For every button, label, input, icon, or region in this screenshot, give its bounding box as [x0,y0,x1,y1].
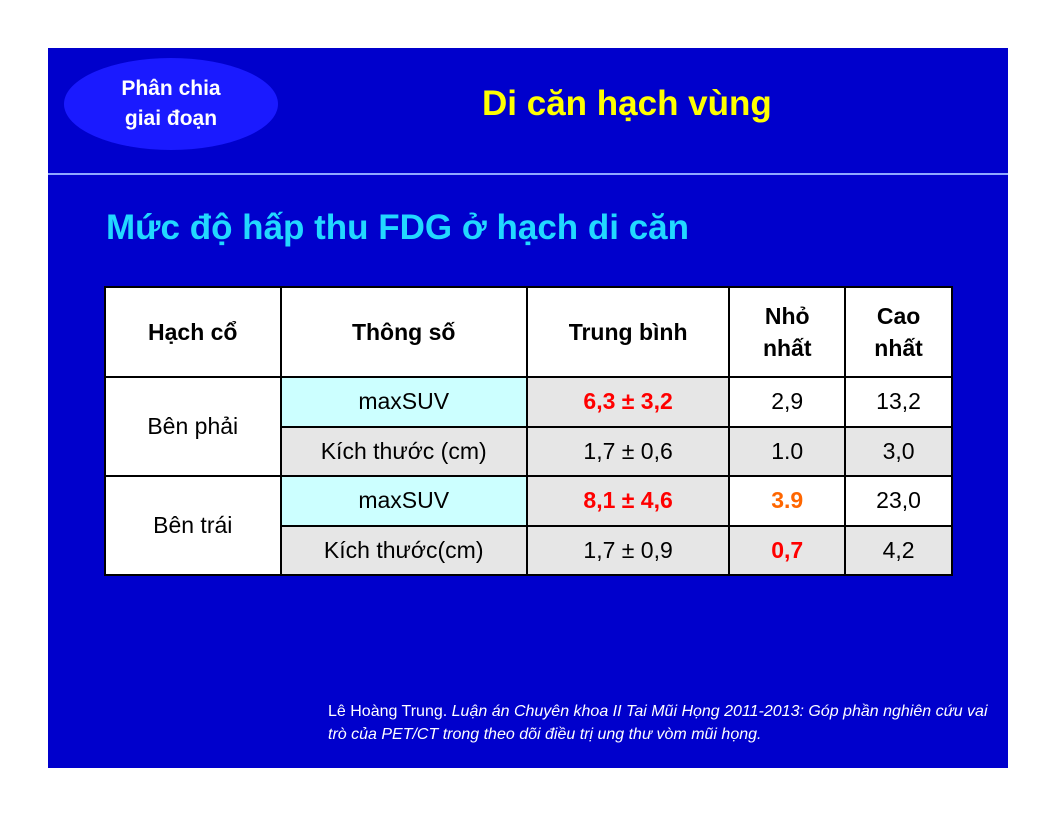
max-cell: 23,0 [844,475,953,527]
table-row: Kích thước (cm) 1,7 ± 0,6 1.0 3,0 [105,425,953,477]
mean-cell: 8,1 ± 4,6 [525,475,731,527]
slide: Phân chia giai đoạn Di căn hạch vùng Mức… [48,48,1008,768]
group-label: Bên trái [104,475,282,576]
min-cell: 1.0 [728,425,847,477]
param-cell: Kích thước (cm) [279,425,528,477]
min-cell: 3.9 [728,475,847,527]
slide-title: Di căn hạch vùng [482,84,772,123]
fdg-uptake-table: Hạch cổ Thông số Trung bình Nhỏ nhất Cao… [104,286,953,576]
header-cell: Trung bình [525,286,731,378]
group-label: Bên phải [104,376,282,477]
param-cell: maxSUV [279,376,528,428]
section-badge: Phân chia giai đoạn [64,58,278,150]
table-header-row: Hạch cổ Thông số Trung bình Nhỏ nhất Cao… [104,286,953,378]
param-cell: maxSUV [279,475,528,527]
citation-work: Luận án Chuyên khoa II Tai Mũi Họng 2011… [328,703,988,743]
param-cell: Kích thước(cm) [279,524,528,576]
mean-cell: 1,7 ± 0,9 [525,524,731,576]
header-cell: Hạch cổ [104,286,282,378]
table-row: Bên phải maxSUV 6,3 ± 3,2 2,9 13,2 [104,376,953,477]
header-cell: Nhỏ nhất [728,286,847,378]
max-cell: 13,2 [844,376,953,428]
header-cell: Cao nhất [844,286,953,378]
table-row: Kích thước(cm) 1,7 ± 0,9 0,7 4,2 [105,524,953,576]
table-row: Bên trái maxSUV 8,1 ± 4,6 3.9 23,0 [104,475,953,576]
max-cell: 3,0 [844,425,953,477]
header-cell: Thông số [279,286,528,378]
header-divider [48,173,1008,175]
max-cell: 4,2 [844,524,953,576]
section-subtitle: Mức độ hấp thu FDG ở hạch di căn [106,208,690,247]
min-cell: 2,9 [728,376,847,428]
min-cell: 0,7 [728,524,847,576]
citation-author: Lê Hoàng Trung. [328,703,448,720]
mean-cell: 1,7 ± 0,6 [525,425,731,477]
citation: Lê Hoàng Trung. Luận án Chuyên khoa II T… [328,700,988,746]
mean-cell: 6,3 ± 3,2 [525,376,731,428]
